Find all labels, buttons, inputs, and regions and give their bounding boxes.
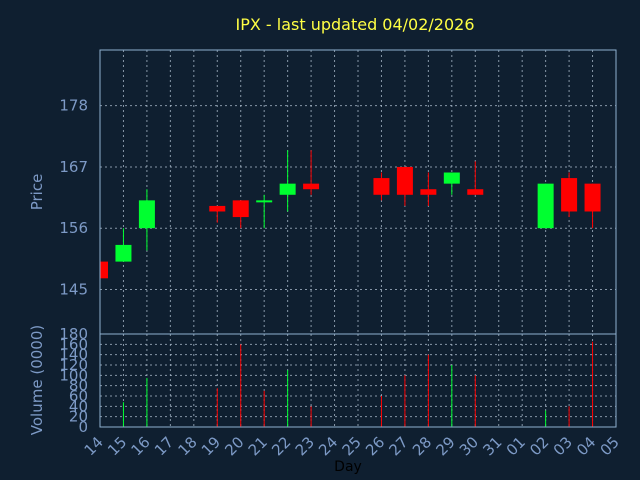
x-tick-label: 30 — [456, 433, 482, 459]
volume-tick-label: 40 — [69, 397, 88, 415]
x-tick-label: 04 — [573, 433, 599, 459]
candle-body — [396, 166, 413, 195]
candle-body — [115, 244, 132, 262]
x-tick-label: 02 — [526, 433, 552, 459]
price-tick-label: 167 — [59, 158, 88, 176]
x-tick-label: 19 — [198, 433, 224, 459]
candle-body — [584, 183, 601, 212]
volume-frame — [99, 333, 617, 428]
candle-body — [537, 183, 554, 229]
x-tick-label: 27 — [386, 433, 412, 459]
candle-body — [420, 189, 437, 195]
x-tick-label: 15 — [104, 433, 130, 459]
candle-body — [256, 200, 273, 203]
x-tick-label: 26 — [362, 433, 388, 459]
candle-body — [303, 183, 320, 190]
x-tick-label: 31 — [479, 433, 505, 459]
candle-body — [561, 178, 578, 212]
x-tick-label: 20 — [221, 433, 247, 459]
candle-body — [467, 189, 484, 195]
volume-tick-label: 180 — [59, 325, 88, 343]
chart-title: IPX - last updated 04/02/2026 — [235, 15, 474, 34]
x-axis-label: Day — [334, 459, 362, 475]
price-tick-label: 145 — [59, 280, 88, 298]
volume-tick-label: 80 — [69, 377, 88, 395]
x-tick-label: 28 — [409, 433, 435, 459]
x-tick-label: 16 — [128, 433, 154, 459]
x-tick-label: 01 — [503, 433, 529, 459]
price-tick-label: 156 — [59, 219, 88, 237]
volume-tick-label: 20 — [69, 408, 88, 426]
x-tick-label: 29 — [432, 433, 458, 459]
x-tick-label: 05 — [597, 433, 623, 459]
candle-body — [232, 200, 249, 218]
x-tick-label: 14 — [81, 433, 107, 459]
volume-tick-label: 160 — [59, 335, 88, 353]
volume-tick-label: 60 — [69, 387, 88, 405]
x-tick-label: 22 — [268, 433, 294, 459]
price-axis-label: Price — [28, 174, 46, 211]
x-tick-label: 21 — [245, 433, 271, 459]
candle-body — [279, 183, 296, 195]
x-tick-label: 24 — [315, 433, 341, 459]
candle-body — [100, 261, 108, 279]
x-tick-label: 25 — [339, 433, 365, 459]
volume-tick-label: 0 — [78, 418, 88, 436]
x-axis: 1415161718192021222324252627282930310102… — [81, 433, 623, 459]
x-tick-label: 17 — [151, 433, 177, 459]
candle-body — [138, 200, 155, 229]
x-tick-label: 03 — [550, 433, 576, 459]
volume-tick-label: 140 — [59, 346, 88, 364]
volume-tick-label: 120 — [59, 356, 88, 374]
x-tick-label: 18 — [174, 433, 200, 459]
candle-body — [443, 172, 460, 184]
volume-tick-label: 100 — [59, 366, 88, 384]
price-panel: 145 156 167 178 — [59, 49, 617, 335]
volume-axis-label: Volume (0000) — [28, 325, 46, 435]
candle-body — [209, 205, 226, 212]
price-tick-label: 178 — [59, 97, 88, 115]
candle-body — [373, 178, 390, 195]
x-tick-label: 23 — [292, 433, 318, 459]
